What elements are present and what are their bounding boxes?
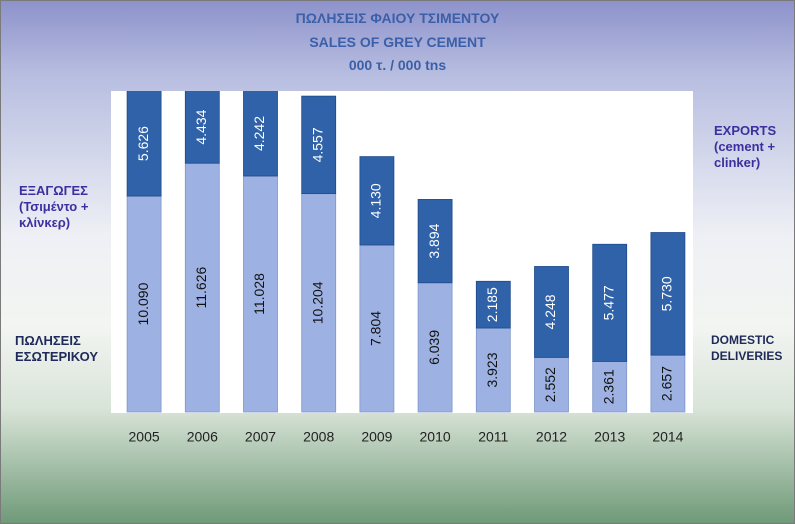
value-label: 4.557 xyxy=(309,127,325,162)
bar xyxy=(126,195,162,413)
bar xyxy=(592,243,628,362)
value-label: 2.657 xyxy=(659,366,675,401)
bar xyxy=(534,356,569,413)
bar xyxy=(359,156,395,246)
value-label: 5.477 xyxy=(600,285,616,320)
bar xyxy=(650,354,686,413)
value-label: 4.434 xyxy=(193,109,209,144)
bar xyxy=(126,91,162,197)
value-label: 5.626 xyxy=(135,126,151,161)
value-label: 6.039 xyxy=(426,330,442,365)
x-tick-label: 2011 xyxy=(478,429,508,445)
chart-title: ΠΩΛΗΣΕΙΣ ΦΑΙΟΥ ΤΣΙΜΕΝΤΟΥ xyxy=(295,10,500,26)
value-label: 3.923 xyxy=(484,352,500,387)
value-label: 3.894 xyxy=(426,223,442,258)
labels: 2005 10.090 5.626 2006 11.626 4.434 2007 11.028… xyxy=(129,109,684,444)
legend-label: DOMESTIC DELIVERIES xyxy=(711,333,783,363)
chart-subtitle: SALES OF GREY CEMENT xyxy=(309,34,486,50)
value-label: 2.361 xyxy=(600,369,616,404)
x-tick-label: 2012 xyxy=(536,429,567,445)
value-label: 5.730 xyxy=(659,276,675,311)
bar xyxy=(243,91,278,177)
value-label: 2.552 xyxy=(542,367,558,402)
value-label: 10.090 xyxy=(135,282,151,325)
value-label: 4.242 xyxy=(251,116,267,151)
value-label: 4.130 xyxy=(368,183,384,218)
legend-label: ΠΩΛΗΣΕΙΣ ΕΣΩΤΕΡΙΚΟΥ xyxy=(15,333,99,364)
bar xyxy=(184,162,220,413)
bar xyxy=(592,361,628,413)
bar xyxy=(184,91,220,164)
x-tick-label: 2008 xyxy=(303,429,334,445)
bar xyxy=(417,282,453,413)
bar xyxy=(534,266,569,358)
x-tick-label: 2007 xyxy=(245,429,276,445)
bar xyxy=(301,95,337,195)
legend-label: EXPORTS (cement + clinker) xyxy=(714,123,777,170)
unit-label: 000 τ. / 000 tns xyxy=(348,57,447,73)
value-label: 7.804 xyxy=(368,311,384,346)
value-label: 4.248 xyxy=(542,294,558,329)
value-label: 11.028 xyxy=(251,273,267,315)
value-label: 10.204 xyxy=(309,281,325,324)
bar xyxy=(650,232,686,356)
x-tick-label: 2005 xyxy=(129,429,160,445)
bar xyxy=(301,193,337,413)
x-tick-label: 2009 xyxy=(361,429,392,445)
value-label: 2.185 xyxy=(484,287,500,322)
bar xyxy=(417,199,453,284)
x-tick-label: 2010 xyxy=(420,429,451,445)
x-tick-label: 2006 xyxy=(187,429,218,445)
bar xyxy=(475,280,511,329)
value-label: 11.626 xyxy=(193,266,209,308)
bars xyxy=(126,91,686,413)
x-tick-label: 2014 xyxy=(652,429,683,445)
legend-label: ΕΞΑΓΩΓΕΣ (Τσιμέντο + κλίνκερ) xyxy=(19,183,89,230)
bar xyxy=(359,244,395,413)
bar xyxy=(243,175,278,413)
x-tick-label: 2013 xyxy=(594,429,625,445)
bar xyxy=(475,327,511,413)
